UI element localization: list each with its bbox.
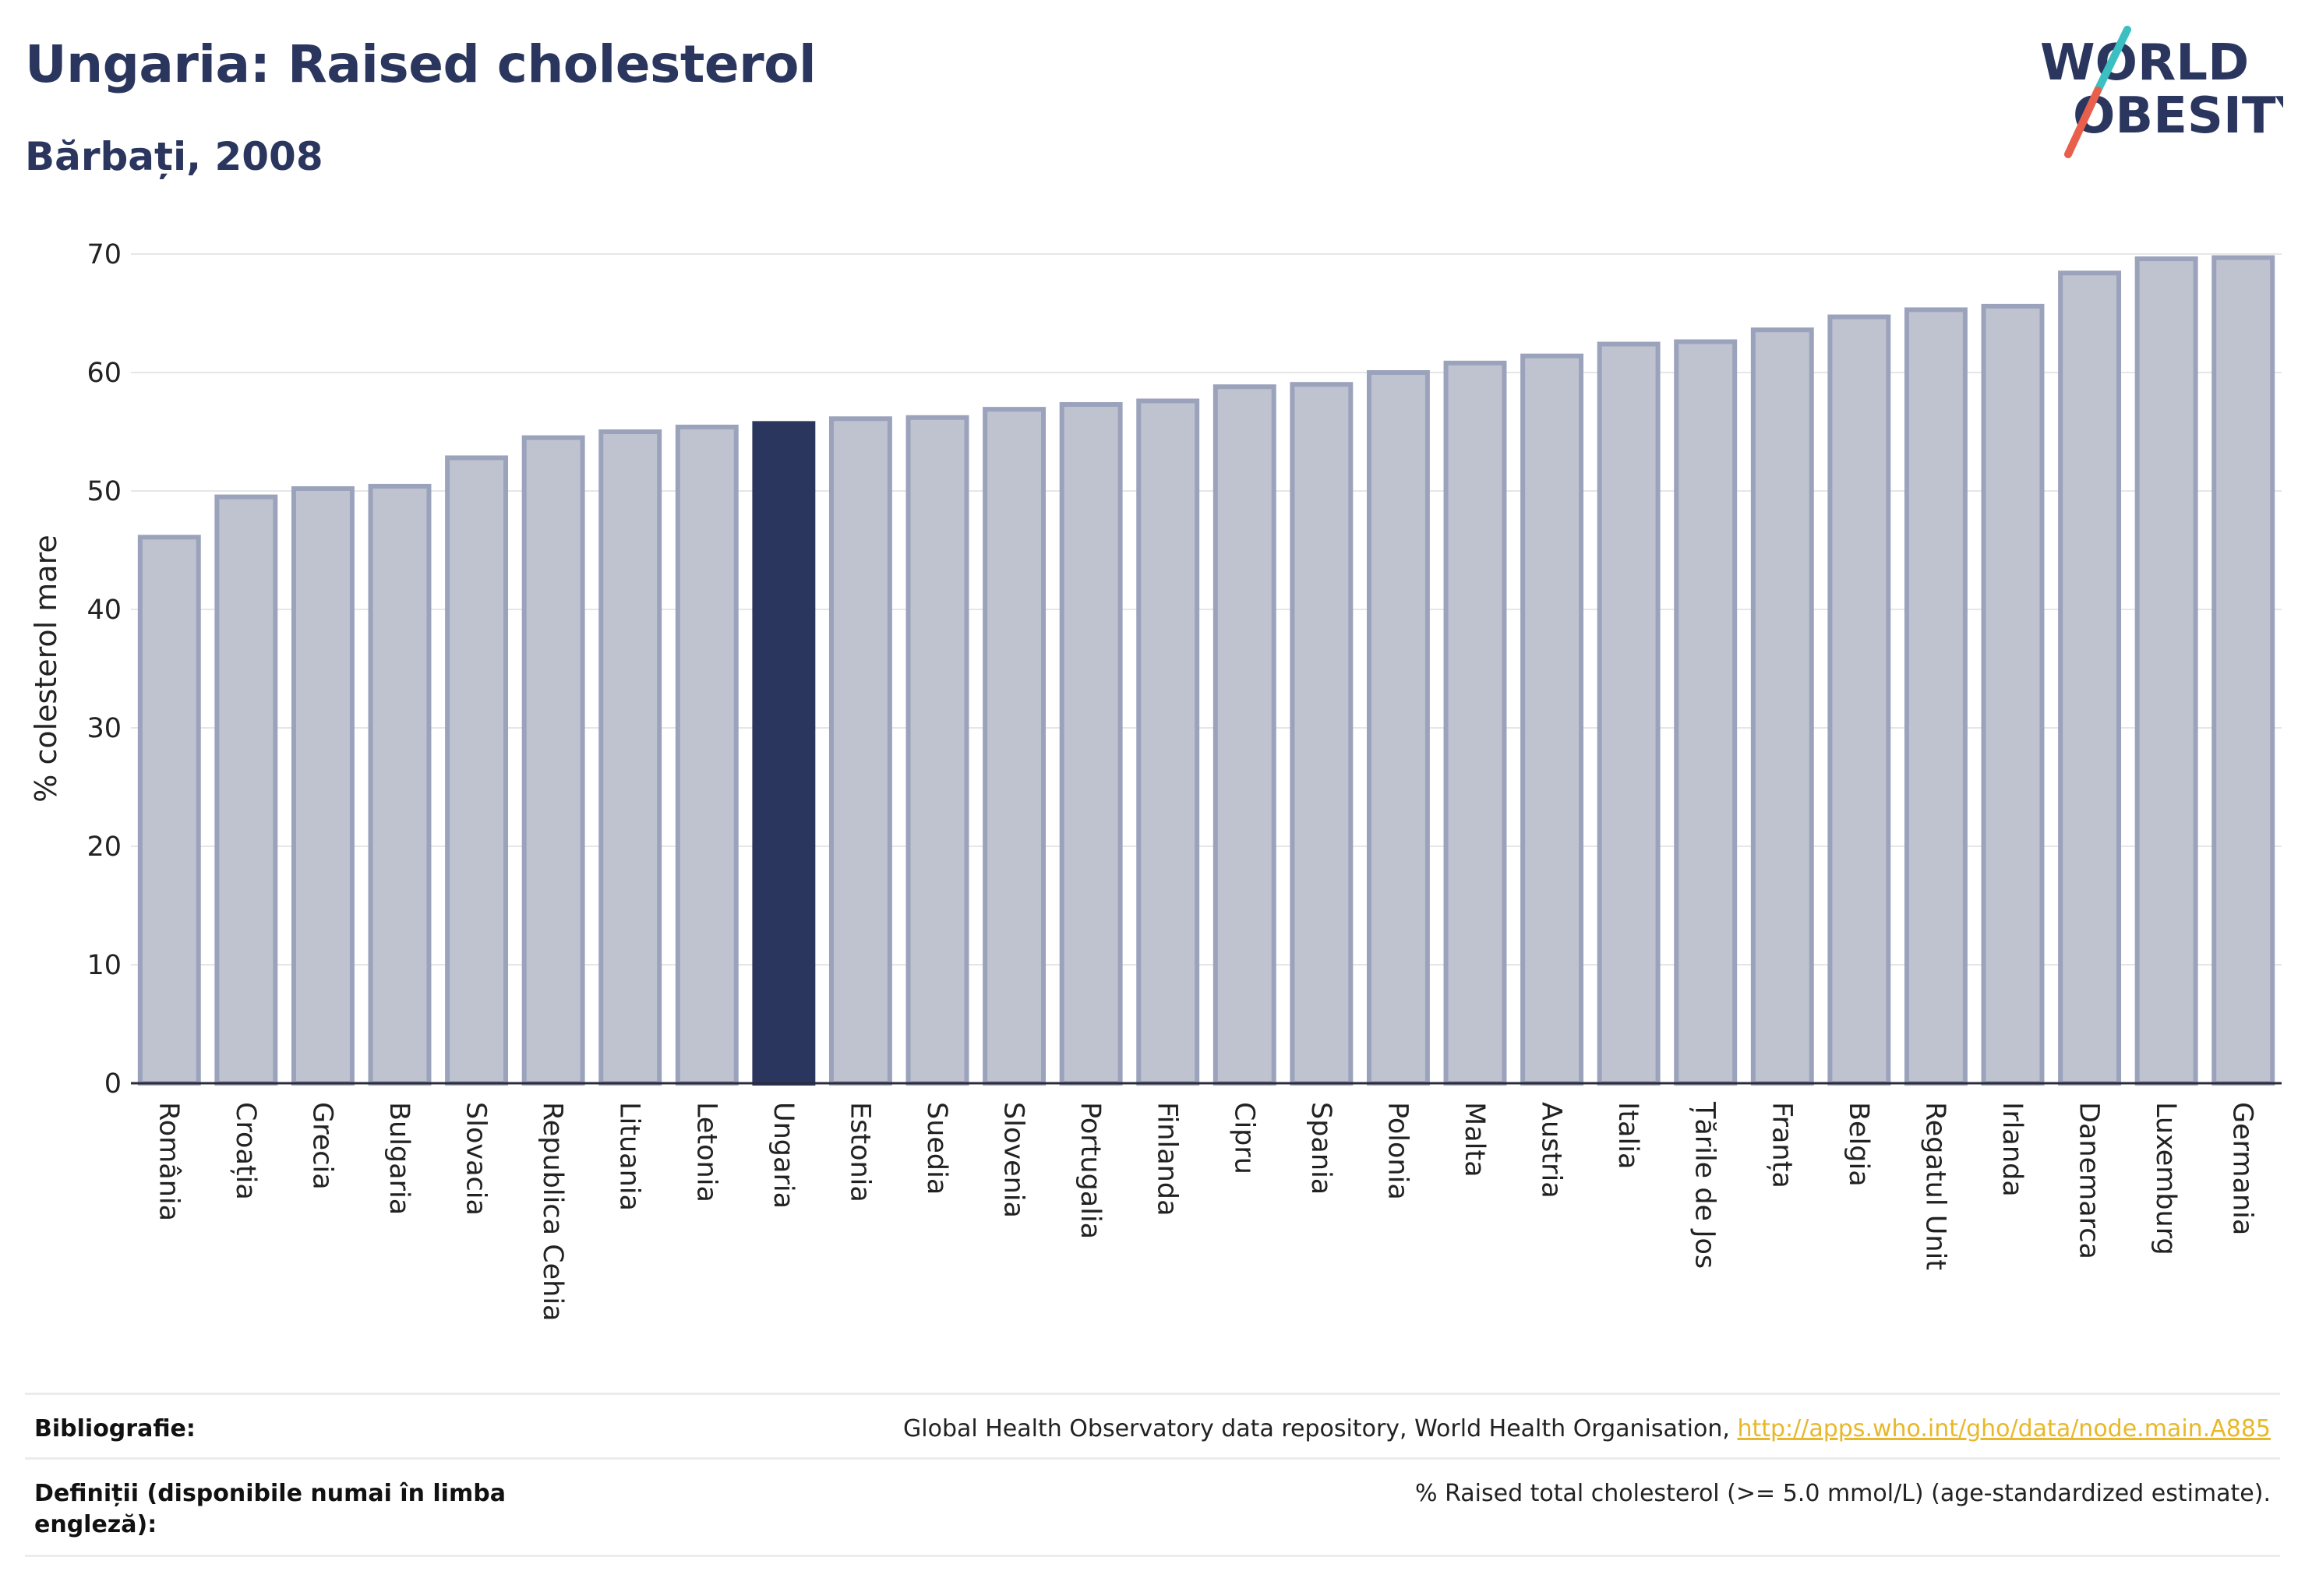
y-tick-label: 40 [86, 595, 122, 626]
x-tick-label: Finlanda [1152, 1102, 1183, 1216]
x-tick-label: Austria [1536, 1102, 1567, 1199]
source-label: Bibliografie: [34, 1415, 196, 1442]
bar [291, 486, 355, 1086]
source-text: Global Health Observatory data repositor… [903, 1415, 1738, 1442]
bar [1443, 360, 1507, 1086]
bar [828, 416, 892, 1086]
x-tick-label: Țările de Jos [1689, 1101, 1721, 1269]
x-tick-label: Luxemburg [2150, 1102, 2181, 1255]
bar [214, 494, 278, 1086]
bar [1213, 384, 1276, 1086]
x-tick-label: Republica Cehia [537, 1102, 568, 1322]
bar [2058, 270, 2122, 1086]
definition-label: Definiții (disponibile numai în limba en… [34, 1480, 506, 1538]
bar [1059, 402, 1123, 1086]
bar-highlighted [752, 421, 816, 1086]
y-tick-label: 30 [86, 713, 122, 744]
bar [1597, 341, 1661, 1086]
y-tick-label: 0 [104, 1068, 122, 1100]
logo-slash-top [2094, 26, 2131, 94]
x-tick-label: Danemarca [2074, 1102, 2105, 1259]
logo-text-obesity: OBESITY [2073, 87, 2283, 145]
bar [598, 429, 662, 1086]
x-tick-label: Letonia [690, 1102, 722, 1202]
bar [368, 483, 432, 1086]
y-tick-label: 60 [86, 358, 122, 389]
logo-text-world: WORLD [2040, 34, 2249, 92]
bar [905, 415, 969, 1086]
source-value: Global Health Observatory data repositor… [903, 1414, 2271, 1445]
y-tick-label: 70 [86, 239, 122, 270]
bar [1520, 353, 1584, 1086]
bars [137, 255, 2275, 1086]
source-row: Bibliografie: Global Health Observatory … [25, 1393, 2280, 1457]
bar [2134, 256, 2198, 1086]
x-tick-label: Irlanda [1996, 1102, 2028, 1197]
bar-chart: 0 10 20 30 40 50 60 70 România Croația Grecia Bulga… [29, 239, 2282, 1322]
bar [1981, 303, 2045, 1086]
bar [1827, 314, 1891, 1086]
axes: 0 10 20 30 40 50 60 70 România Croația Grecia Bulga… [86, 239, 2282, 1322]
x-tick-label: Slovacia [461, 1102, 492, 1216]
bar [1904, 307, 1968, 1086]
x-tick-label: Malta [1459, 1102, 1490, 1178]
x-tick-label: Germania [2227, 1102, 2258, 1235]
x-tick-label: Croația [230, 1102, 261, 1200]
x-tick-label: Suedia [921, 1102, 952, 1195]
chart-subtitle: Bărbați, 2008 [25, 134, 323, 179]
source-link[interactable]: http://apps.who.int/gho/data/node.main.A… [1737, 1415, 2271, 1442]
x-tick-label: Lituania [614, 1102, 645, 1211]
bar [1674, 339, 1738, 1086]
x-tick-label: Polonia [1382, 1102, 1413, 1200]
x-tick-label: Spania [1305, 1102, 1336, 1195]
chart-title: Ungaria: Raised cholesterol [25, 34, 817, 94]
x-tick-label: Franța [1766, 1102, 1797, 1188]
x-tick-label: Belgia [1843, 1102, 1874, 1187]
world-obesity-logo: WORLD OBESITY [2040, 26, 2283, 158]
x-tick-label: Cipru [1228, 1102, 1259, 1174]
bar [983, 407, 1047, 1086]
footer-table: Bibliografie: Global Health Observatory … [25, 1393, 2280, 1557]
definition-row: Definiții (disponibile numai în limba en… [25, 1457, 2280, 1557]
bar [445, 455, 509, 1086]
bar [2211, 255, 2275, 1086]
y-axis-label: % colesterol mare [29, 535, 63, 802]
bar [1290, 382, 1354, 1086]
x-tick-label: Bulgaria [383, 1102, 415, 1215]
bar [521, 435, 585, 1086]
x-tick-label: Portugalia [1075, 1102, 1106, 1239]
x-tick-label: Estonia [844, 1102, 875, 1202]
x-tick-label: Slovenia [998, 1102, 1029, 1218]
bar [675, 424, 739, 1086]
bar [1136, 398, 1200, 1086]
logo-slash-bottom [2064, 87, 2102, 158]
y-tick-label: 20 [86, 832, 122, 863]
definition-value: % Raised total cholesterol (>= 5.0 mmol/… [1415, 1480, 2271, 1507]
bar [137, 535, 201, 1086]
x-tick-label: Italia [1612, 1102, 1643, 1169]
bar [1366, 370, 1430, 1086]
x-tick-label: Regatul Unit [1919, 1102, 1950, 1270]
x-tick-label: România [153, 1102, 184, 1221]
x-tick-label: Grecia [306, 1102, 337, 1190]
bar [1750, 327, 1814, 1086]
x-tick-label: Ungaria [768, 1102, 799, 1209]
y-tick-label: 10 [86, 950, 122, 981]
y-tick-label: 50 [86, 476, 122, 507]
